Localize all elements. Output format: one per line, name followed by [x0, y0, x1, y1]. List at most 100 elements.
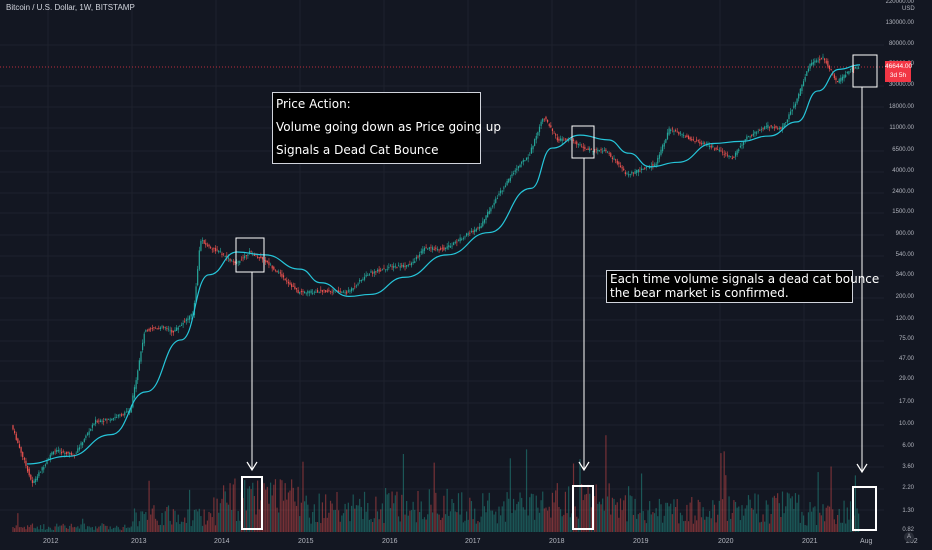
- candle-body: [184, 321, 186, 323]
- volume-bar: [498, 506, 500, 532]
- candle-body: [127, 411, 129, 413]
- candle-body: [564, 138, 567, 140]
- volume-bar: [624, 495, 626, 532]
- price-axis-label: 4000.00: [892, 167, 914, 174]
- candle-body: [777, 128, 779, 130]
- volume-bar: [77, 526, 79, 532]
- candle-body: [427, 248, 429, 250]
- candle-body: [109, 419, 111, 421]
- volume-bar: [626, 521, 628, 532]
- volume-bar: [482, 493, 484, 532]
- volume-bar: [321, 502, 324, 532]
- volume-bar: [112, 527, 115, 532]
- volume-bar: [325, 494, 327, 532]
- pointer-arrow-head: [856, 463, 868, 474]
- volume-bar: [253, 496, 255, 532]
- candle-body: [70, 452, 72, 455]
- candle-body: [632, 172, 635, 174]
- candle-body: [593, 150, 596, 152]
- candle-body: [151, 328, 153, 329]
- volume-bar: [86, 526, 89, 532]
- volume-bar: [430, 504, 432, 532]
- volume-bar: [38, 529, 40, 532]
- candle-body: [686, 135, 688, 138]
- volume-bar: [600, 504, 602, 532]
- volume-bar: [106, 525, 108, 532]
- candle-body: [188, 316, 191, 320]
- volume-bar: [542, 491, 544, 532]
- candle-body: [684, 136, 686, 138]
- volume-bar: [522, 507, 524, 532]
- candle-body: [412, 261, 414, 263]
- volume-bar: [799, 522, 801, 532]
- candle-body: [840, 77, 842, 82]
- volume-bar: [764, 521, 766, 532]
- candle-body: [372, 272, 374, 274]
- auto-scale-button[interactable]: A: [904, 532, 914, 542]
- volume-bar: [33, 527, 35, 532]
- candle-body: [266, 260, 268, 263]
- volume-bar: [679, 512, 682, 532]
- volume-bar: [478, 522, 481, 532]
- candle-body: [62, 451, 64, 453]
- volume-bar: [674, 507, 677, 532]
- candle-body: [820, 58, 822, 59]
- candle-body: [148, 328, 150, 331]
- candle-body: [535, 135, 537, 140]
- price-axis-label: 18000.00: [888, 104, 914, 111]
- volume-bar: [684, 520, 686, 532]
- candle-body: [598, 150, 601, 152]
- volume-bar: [20, 526, 22, 532]
- volume-bar: [840, 522, 842, 532]
- candle-body: [490, 208, 492, 212]
- volume-bar: [577, 518, 579, 532]
- volume-bar: [315, 521, 317, 532]
- volume-bar: [12, 527, 14, 532]
- price-axis-label: 340.00: [895, 272, 914, 279]
- volume-bar: [749, 499, 751, 532]
- volume-bar: [210, 513, 212, 532]
- volume-bar: [563, 514, 565, 532]
- volume-bar: [64, 525, 66, 532]
- candle-body: [130, 406, 132, 413]
- candle-body: [652, 164, 654, 166]
- candle-body: [86, 433, 89, 435]
- price-axis-label: 47.00: [898, 355, 914, 362]
- volume-bar: [360, 507, 362, 532]
- candle-body: [618, 162, 620, 165]
- volume-bar: [328, 512, 330, 532]
- volume-bar: [613, 498, 615, 532]
- volume-bar: [422, 519, 424, 532]
- candle-body: [244, 255, 246, 259]
- volume-bar: [500, 515, 502, 532]
- candle-body: [221, 253, 223, 255]
- price-axis-label: 130000.00: [885, 20, 914, 27]
- candle-body: [308, 291, 311, 293]
- candle-body: [352, 288, 354, 290]
- candle-body: [765, 126, 767, 128]
- volume-bar: [846, 507, 848, 532]
- volume-bar: [519, 492, 521, 532]
- volume-bar: [148, 480, 150, 532]
- volume-bar: [85, 529, 87, 532]
- candle-body: [316, 290, 319, 293]
- volume-bar: [214, 525, 217, 532]
- volume-bar: [683, 521, 685, 532]
- volume-bar: [699, 502, 701, 532]
- pointer-arrow-head: [246, 461, 258, 472]
- volume-bar: [39, 525, 42, 532]
- volume-bar: [82, 518, 84, 532]
- candle-body: [498, 193, 500, 196]
- candle-body: [124, 412, 126, 416]
- volume-bar: [550, 517, 552, 532]
- volume-bar: [35, 528, 37, 532]
- candle-body: [488, 210, 490, 214]
- candle-body: [602, 151, 604, 153]
- volume-bar: [313, 504, 315, 532]
- volume-bar: [802, 515, 805, 532]
- volume-bar: [836, 514, 839, 532]
- candle-body: [673, 130, 675, 132]
- volume-bar: [90, 527, 92, 532]
- candle-body: [553, 132, 555, 134]
